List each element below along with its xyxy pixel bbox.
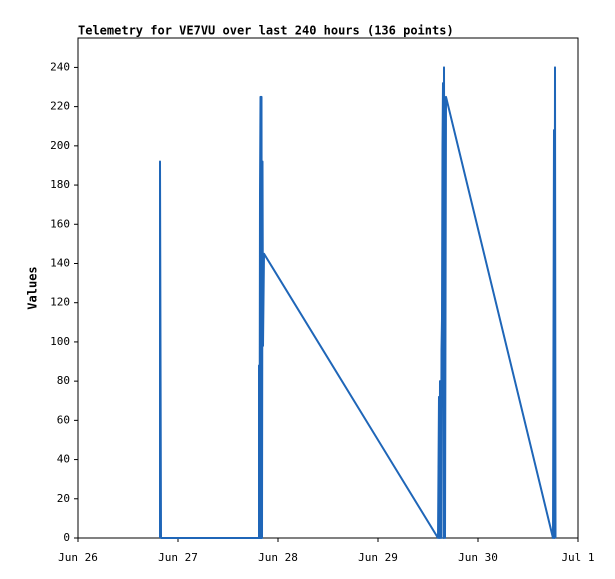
y-axis-label: Values: [26, 266, 40, 309]
data-line: [159, 66, 557, 539]
y-tick-label: 220: [50, 100, 70, 113]
y-tick-label: 0: [63, 531, 70, 544]
y-tick-label: 200: [50, 139, 70, 152]
y-tick-label: 240: [50, 60, 70, 73]
y-tick-label: 140: [50, 256, 70, 269]
y-tick-label: 40: [57, 453, 70, 466]
y-tick-label: 100: [50, 335, 70, 348]
y-tick-label: 160: [50, 217, 70, 230]
x-tick-label: Jun 29: [358, 551, 398, 564]
x-tick-label: Jun 30: [458, 551, 498, 564]
x-tick-label: Jun 27: [158, 551, 198, 564]
y-tick-label: 80: [57, 374, 70, 387]
x-tick-label: Jun 26: [58, 551, 98, 564]
y-tick-label: 120: [50, 296, 70, 309]
chart-title: Telemetry for VE7VU over last 240 hours …: [78, 24, 454, 38]
y-tick-label: 180: [50, 178, 70, 191]
plot-frame: [77, 37, 579, 539]
y-tick-label: 60: [57, 413, 70, 426]
x-tick-label: Jun 28: [258, 551, 298, 564]
x-tick-label: Jul 1: [561, 551, 594, 564]
y-tick-label: 20: [57, 492, 70, 505]
